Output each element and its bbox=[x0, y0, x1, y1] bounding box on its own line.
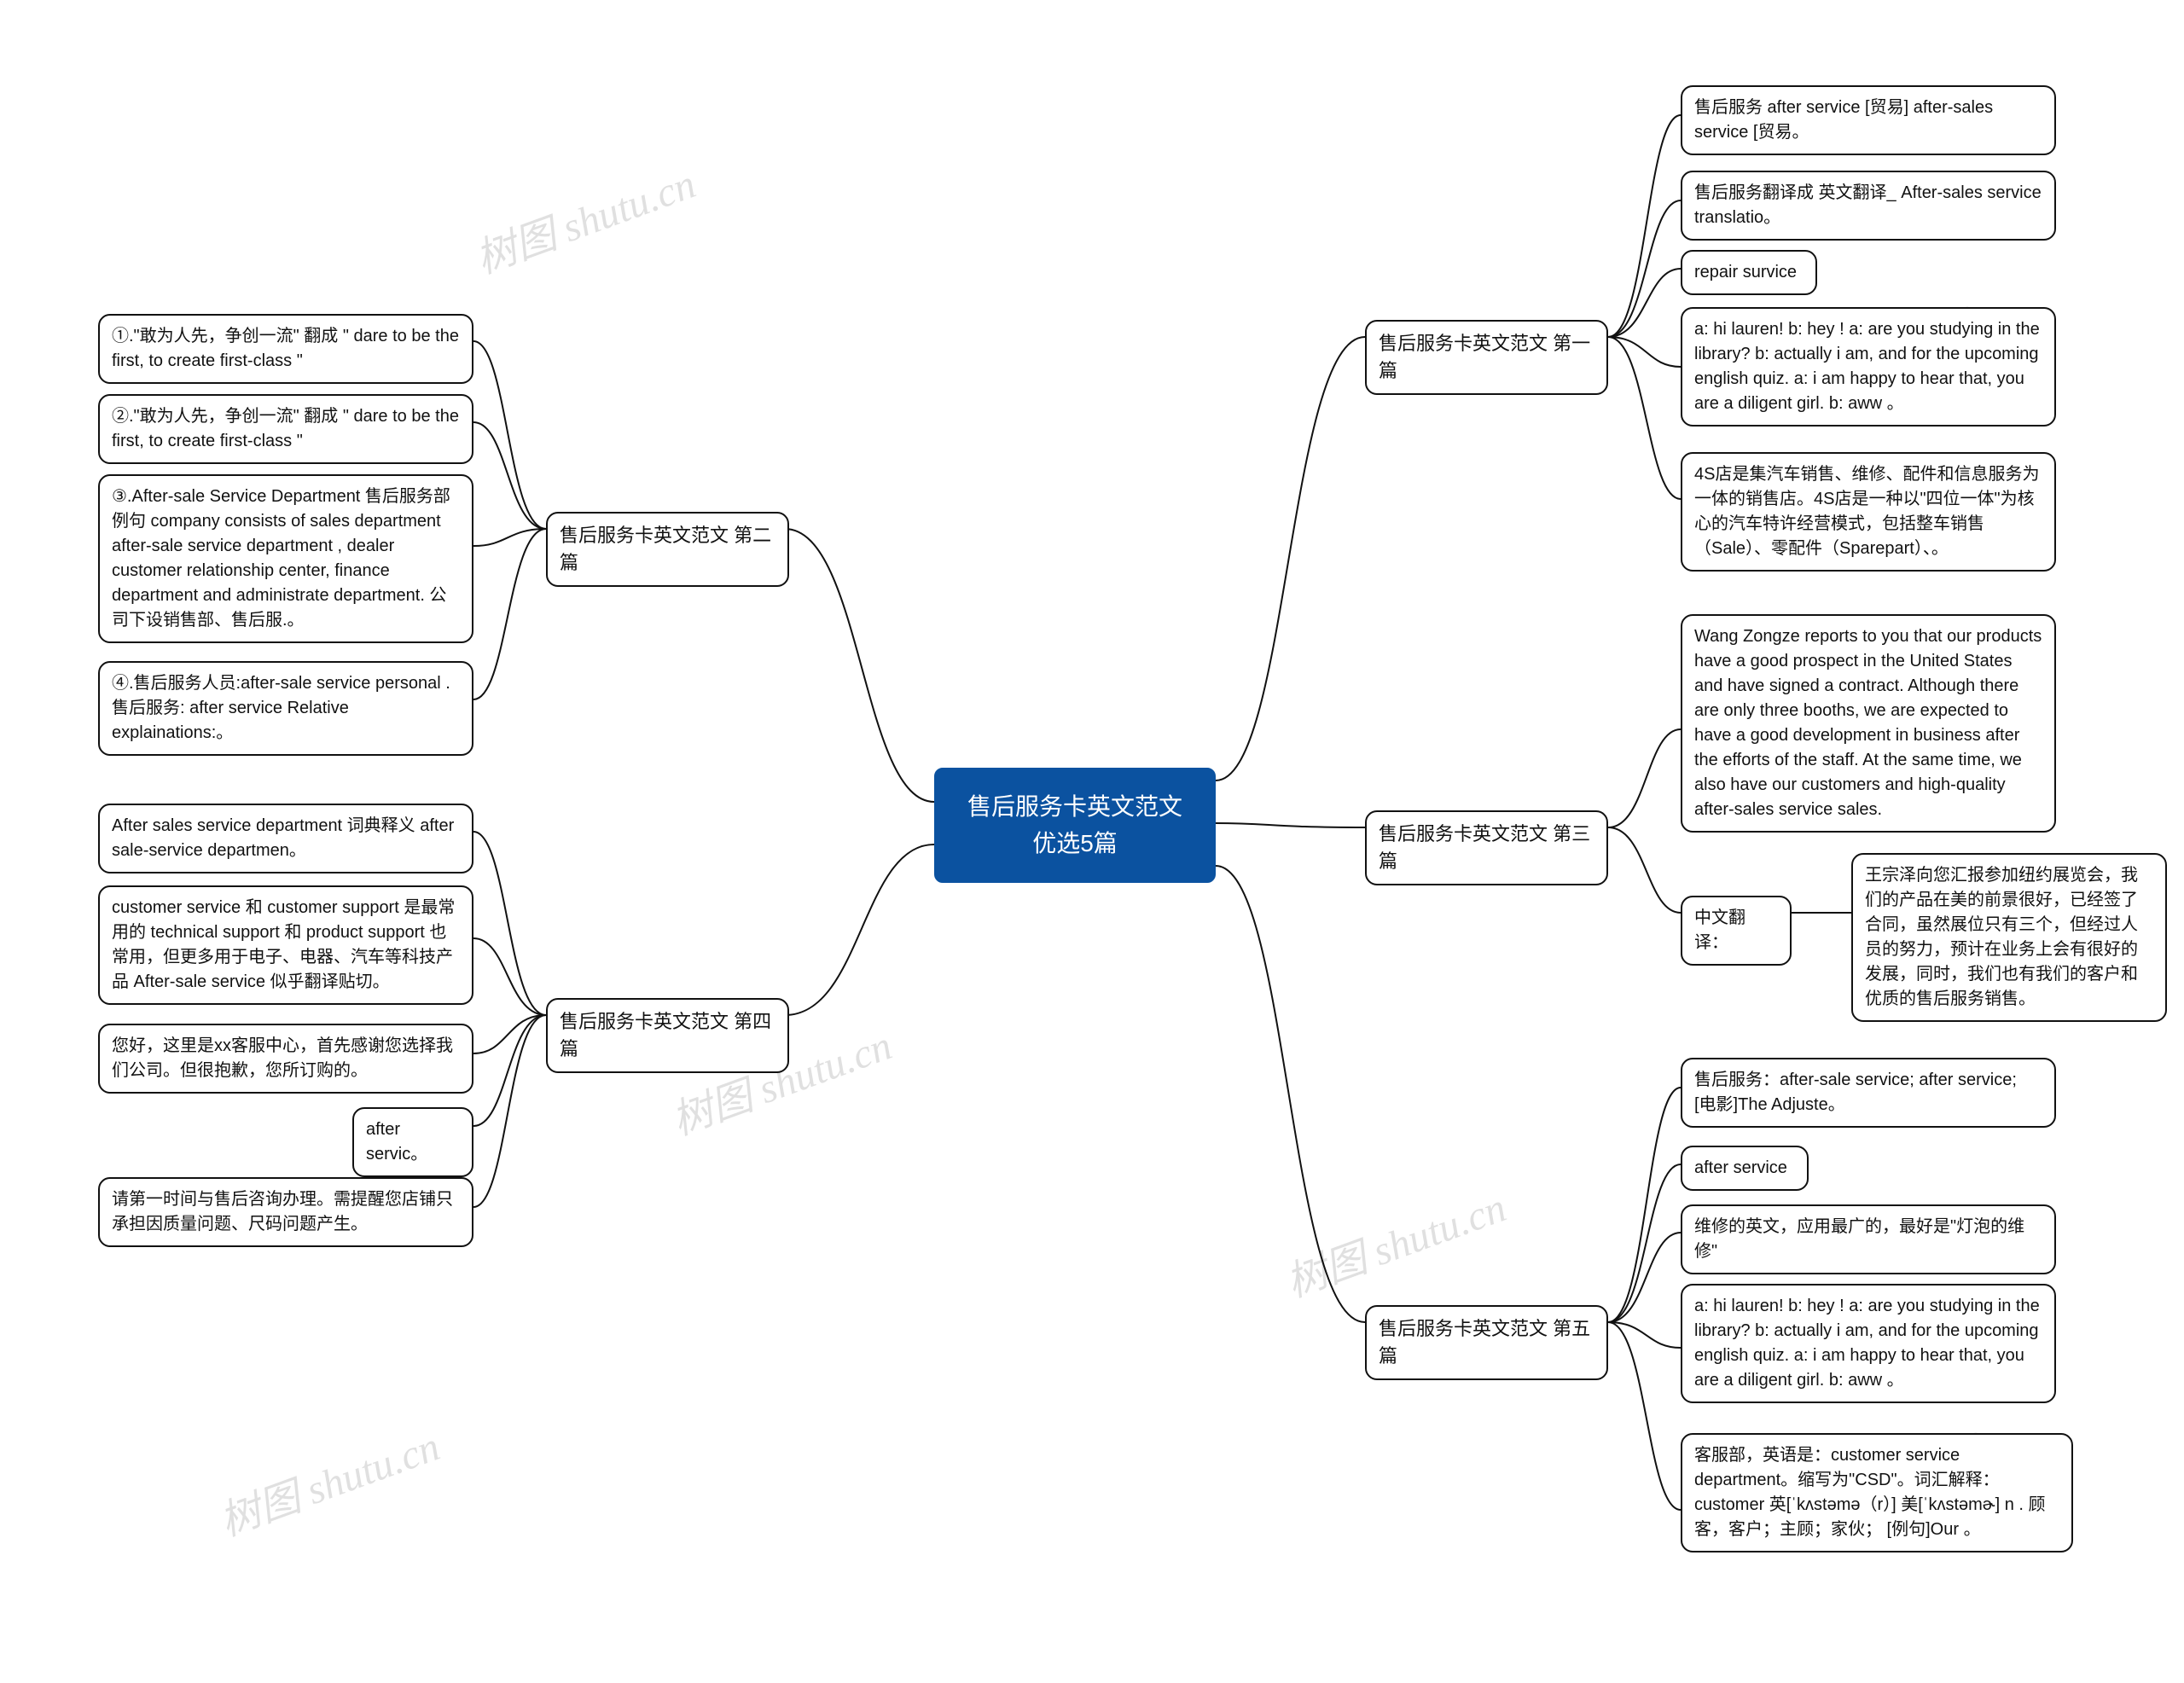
watermark: 树图 shutu.cn bbox=[210, 1413, 446, 1547]
leaf-node: 4S店是集汽车销售、维修、配件和信息服务为一体的销售店。4S店是一种以"四位一体… bbox=[1681, 452, 2056, 572]
branch-node-5: 售后服务卡英文范文 第五篇 bbox=[1365, 1305, 1608, 1380]
leaf-node: 售后服务翻译成 英文翻译_ After-sales service transl… bbox=[1681, 171, 2056, 241]
branch-node-3: 售后服务卡英文范文 第三篇 bbox=[1365, 810, 1608, 885]
leaf-node: ②."敢为人先，争创一流" 翻成 " dare to be the first,… bbox=[98, 394, 473, 464]
leaf-node: customer service 和 customer support 是最常用… bbox=[98, 885, 473, 1005]
leaf-node: 维修的英文，应用最广的，最好是"灯泡的维修" bbox=[1681, 1204, 2056, 1274]
leaf-node: after service bbox=[1681, 1146, 1809, 1191]
leaf-node: 客服部，英语是：customer service department。缩写为"… bbox=[1681, 1433, 2073, 1552]
leaf-node: a: hi lauren! b: hey ! a: are you studyi… bbox=[1681, 307, 2056, 427]
center-node: 售后服务卡英文范文优选5篇 bbox=[934, 768, 1216, 883]
leaf-node: 售后服务 after service [贸易] after-sales serv… bbox=[1681, 85, 2056, 155]
watermark: 树图 shutu.cn bbox=[1276, 1174, 1513, 1309]
leaf-node: 售后服务：after-sale service; after service; … bbox=[1681, 1058, 2056, 1128]
leaf-node: ①."敢为人先，争创一流" 翻成 " dare to be the first,… bbox=[98, 314, 473, 384]
leaf-node: 王宗泽向您汇报参加纽约展览会，我们的产品在美的前景很好，已经签了合同，虽然展位只… bbox=[1851, 853, 2167, 1022]
leaf-node: 您好，这里是xx客服中心，首先感谢您选择我们公司。但很抱歉，您所订购的。 bbox=[98, 1024, 473, 1094]
leaf-node: after servic。 bbox=[352, 1107, 473, 1177]
leaf-node: repair survice bbox=[1681, 250, 1817, 295]
branch-node-2: 售后服务卡英文范文 第二篇 bbox=[546, 512, 789, 587]
leaf-node: ④.售后服务人员:after-sale service personal . 售… bbox=[98, 661, 473, 756]
leaf-node: Wang Zongze reports to you that our prod… bbox=[1681, 614, 2056, 833]
leaf-node: a: hi lauren! b: hey ! a: are you studyi… bbox=[1681, 1284, 2056, 1403]
branch-node-4: 售后服务卡英文范文 第四篇 bbox=[546, 998, 789, 1073]
sub-branch-node: 中文翻译： bbox=[1681, 896, 1792, 966]
branch-node-1: 售后服务卡英文范文 第一篇 bbox=[1365, 320, 1608, 395]
leaf-node: 请第一时间与售后咨询办理。需提醒您店铺只承担因质量问题、尺码问题产生。 bbox=[98, 1177, 473, 1247]
leaf-node: After sales service department 词典释义 afte… bbox=[98, 804, 473, 873]
leaf-node: ③.After-sale Service Department 售后服务部 例句… bbox=[98, 474, 473, 643]
watermark: 树图 shutu.cn bbox=[466, 150, 702, 285]
